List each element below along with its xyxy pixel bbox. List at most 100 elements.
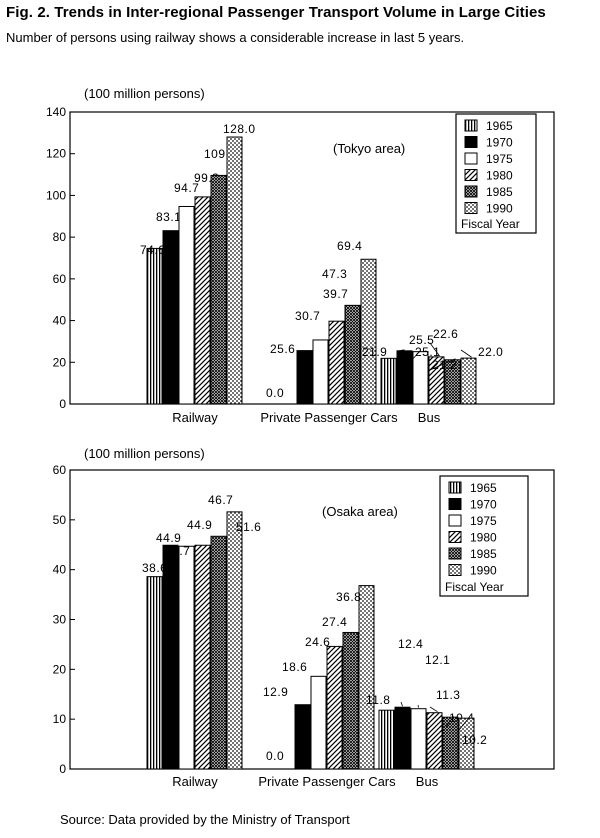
data-label: 11.8 [366,693,390,707]
legend-label: 1980 [470,531,497,545]
legend-label: 1975 [470,514,497,528]
legend-swatch [448,481,462,494]
bar-1990-private-passenger-cars [360,258,377,405]
y-tick-label: 30 [53,613,67,627]
bar-1970-bus [394,706,411,770]
data-label: 44.7 [165,544,190,558]
figure-subtitle: Number of persons using railway shows a … [6,30,465,45]
category-label: Bus [418,410,441,425]
leader-line [408,350,421,364]
y-tick-label: 80 [53,230,67,244]
data-label: 47.3 [322,267,347,281]
data-label: 22.6 [433,327,458,341]
legend-swatch [448,531,462,543]
bar-1970-railway [162,544,179,770]
data-label: 11.3 [436,688,460,702]
data-label: 25.6 [270,342,295,356]
y-tick-label: 50 [53,513,67,527]
bar-1990-bus [460,357,477,405]
legend-label: 1970 [470,498,497,512]
legend-swatch [464,136,478,148]
legend-swatch [464,152,478,165]
legend-label: 1980 [486,169,513,183]
legend-label: 1965 [470,481,497,495]
bar-1985-bus [442,716,459,770]
y-tick-label: 60 [53,463,67,477]
bar-1980-railway [194,544,211,770]
bar-1965-railway [146,247,163,405]
category-label: Railway [172,410,218,425]
category-label: Private Passenger Cars [258,774,396,789]
data-label: 39.7 [323,287,348,301]
legend-swatch [448,498,462,510]
bar-1975-private-passenger-cars [310,675,327,770]
y-tick-label: 120 [46,147,66,161]
bar-1990-bus [458,717,475,770]
data-label: 44.9 [187,518,212,532]
bar-1970-private-passenger-cars [294,704,311,770]
legend-label: 1990 [486,202,513,216]
legend-title: Fiscal Year [445,580,504,594]
data-label: 12.1 [425,653,450,667]
bar-1985-private-passenger-cars [344,304,361,405]
leader-line [429,358,456,371]
y-tick-label: 20 [53,662,67,676]
bar-1985-private-passenger-cars [342,631,359,770]
y-tick-label: 40 [53,563,67,577]
category-label: Private Passenger Cars [260,410,398,425]
data-label: 0.0 [266,749,284,763]
leader-line [445,715,454,728]
bar-1980-railway [194,196,211,405]
leader-line [397,349,405,352]
data-label: 12.9 [263,685,288,699]
leader-line [458,716,470,731]
bar-1990-railway [226,136,243,405]
bar-1980-private-passenger-cars [326,645,343,770]
source-note: Source: Data provided by the Ministry of… [60,812,350,827]
y-tick-label: 60 [53,272,67,286]
legend-label: 1990 [470,564,497,578]
legend-label: 1985 [486,185,513,199]
data-label: 46.7 [208,493,233,507]
leader-line [417,704,419,708]
data-label: 24.6 [305,635,330,649]
data-label: 12.4 [398,637,423,651]
data-label: 69.4 [337,239,362,253]
area-title: (Osaka area) [322,504,398,519]
tokyo-chart: 0 20 40 60 80 100 120 140 (100 million persons) (… [46,86,555,425]
y-tick-label: 20 [53,355,67,369]
y-axis-label: (100 million persons) [84,86,205,101]
bar-1975-railway [178,205,195,405]
bar-1965-bus [380,357,397,405]
leader-line [460,349,472,358]
data-label: 27.4 [322,615,347,629]
data-label: 21.2 [432,358,457,372]
y-tick-label: 0 [59,397,66,411]
leader-line [429,342,440,357]
legend-swatch [464,185,478,198]
osaka-chart: 0 10 20 30 40 50 60 (100 million persons) (Osaka… [53,446,555,789]
legend-label: 1965 [486,119,513,133]
figure-title: Fig. 2. Trends in Inter-regional Passeng… [6,4,546,21]
data-label: 22.0 [478,345,503,359]
bar-1975-private-passenger-cars [312,339,329,405]
y-tick-label: 0 [59,762,66,776]
y-tick-label: 40 [53,314,67,328]
y-tick-label: 10 [53,712,67,726]
bar-1980-private-passenger-cars [328,320,345,405]
bar-1965-bus [378,709,395,770]
data-label: 18.6 [282,660,307,674]
bar-1970-railway [162,230,179,405]
bar-1965-railway [146,576,163,770]
data-label: 128.0 [223,122,256,136]
legend-swatch [464,202,478,214]
data-label: 51.6 [236,520,261,534]
data-label: 10.2 [462,733,487,747]
data-label: 38.6 [142,561,167,575]
legend-swatch [448,564,462,576]
data-label: 25.5 [409,333,434,347]
data-label: 74.6 [140,243,165,257]
bar-1975-railway [178,545,195,770]
legend-swatch [464,169,478,181]
legend-swatch [448,514,462,527]
